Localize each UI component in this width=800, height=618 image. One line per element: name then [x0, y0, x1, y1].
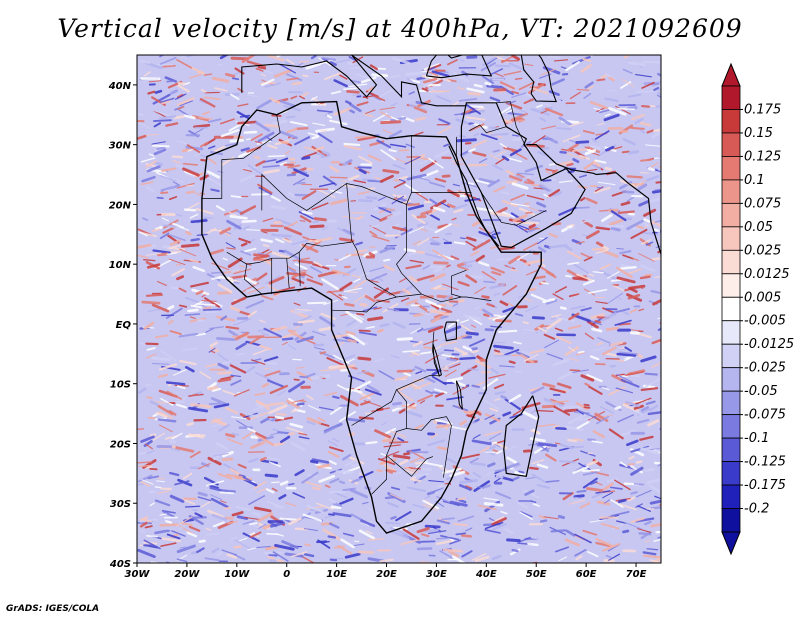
coastlines: [201, 55, 661, 534]
x-tick-label: 30E: [426, 569, 447, 580]
colorbar-label: 0.175: [744, 102, 781, 117]
colorbar-swatch: [721, 249, 741, 275]
x-tick-label: 20W: [174, 569, 200, 580]
colorbar-label: -0.0125: [744, 337, 794, 352]
x-tick-label: 30W: [125, 569, 151, 580]
colorbar: 0.175 0.15 0.125 0.1 0.075 0.05 0.025 0.0125 0.0…: [721, 62, 794, 556]
colorbar-swatch: [721, 367, 741, 392]
x-tick-label: 70E: [626, 569, 647, 580]
colorbar-swatch: [721, 414, 741, 439]
x-axis: 30W 20W 10W 0 10E 20E 30E 40E 50E 60E 70E: [125, 563, 647, 580]
colorbar-label: 0.1: [744, 173, 765, 188]
y-tick-label: 10S: [110, 380, 131, 391]
colorbar-label: 0.0125: [744, 267, 790, 282]
vertical-velocity-field: [137, 55, 661, 563]
colorbar-swatch: [721, 156, 741, 181]
x-tick-label: 40E: [475, 569, 497, 580]
colorbar-label: 0.05: [744, 220, 773, 235]
colorbar-swatch: [721, 343, 741, 369]
colorbar-swatch: [721, 484, 741, 509]
colorbar-label: -0.05: [744, 384, 778, 399]
colorbar-swatch: [721, 109, 741, 134]
colorbar-swatch: [721, 508, 741, 533]
colorbar-swatch: [721, 437, 741, 462]
y-tick-label: 30N: [109, 141, 132, 152]
colorbar-label: 0.025: [744, 243, 781, 258]
y-tick-label: 20N: [109, 200, 132, 211]
x-tick-label: 10E: [326, 569, 347, 580]
colorbar-label: -0.125: [744, 455, 786, 470]
y-tick-label: EQ: [116, 320, 132, 331]
y-axis: 40N 30N 20N 10N EQ 10S 20S 30S 40S: [108, 81, 137, 570]
colorbar-top-arrow: [721, 62, 741, 87]
grads-credit: GrADS: IGES/COLA: [6, 604, 100, 614]
colorbar-swatch: [721, 132, 741, 157]
plot-frame: [136, 54, 662, 564]
x-tick-label: 0: [283, 569, 290, 580]
x-tick-label: 20E: [376, 569, 397, 580]
colorbar-label: -0.005: [744, 314, 786, 329]
colorbar-swatch: [721, 273, 741, 298]
x-tick-label: 10W: [224, 569, 250, 580]
colorbar-label: 0.005: [744, 290, 781, 305]
colorbar-swatch: [721, 226, 741, 251]
colorbar-swatch: [721, 320, 741, 345]
y-tick-label: 40S: [109, 559, 131, 570]
colorbar-label: -0.1: [744, 431, 769, 446]
y-tick-label: 20S: [110, 439, 131, 450]
colorbar-swatch: [721, 179, 741, 204]
colorbar-label: -0.175: [744, 478, 786, 493]
y-tick-label: 40N: [108, 81, 132, 92]
colorbar-bottom-arrow: [721, 531, 741, 556]
colorbar-label: 0.075: [744, 196, 781, 211]
colorbar-swatch: [721, 461, 741, 486]
x-tick-label: 50E: [526, 569, 547, 580]
map-title: Vertical velocity [m/s] at 400hPa, VT: 2…: [57, 14, 743, 43]
colorbar-swatch: [721, 85, 741, 110]
colorbar-label: -0.2: [744, 502, 769, 517]
colorbar-swatch: [721, 390, 741, 416]
colorbar-label: -0.025: [744, 361, 786, 376]
colorbar-label: -0.075: [744, 408, 786, 423]
colorbar-swatch: [721, 296, 741, 322]
x-tick-label: 60E: [576, 569, 597, 580]
y-tick-label: 30S: [110, 499, 131, 510]
y-tick-label: 10N: [109, 260, 132, 271]
colorbar-swatch: [721, 202, 741, 228]
colorbar-label: 0.125: [744, 149, 781, 164]
colorbar-label: 0.15: [744, 126, 773, 141]
